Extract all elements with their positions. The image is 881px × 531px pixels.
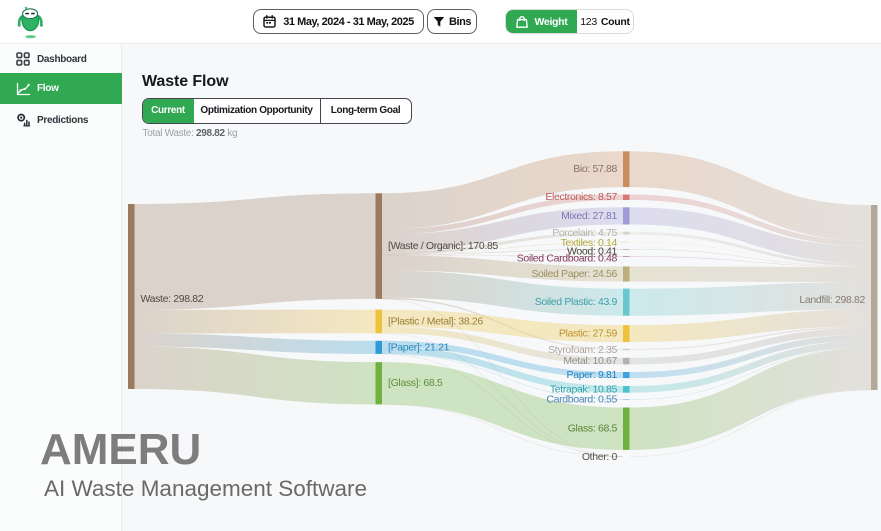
- svg-text:Styrofoam: 2.35: Styrofoam: 2.35: [548, 344, 617, 356]
- svg-text:Bio: 57.88: Bio: 57.88: [573, 163, 617, 175]
- svg-text:Porcelain: 4.75: Porcelain: 4.75: [552, 227, 617, 239]
- svg-text:Cardboard: 0.55: Cardboard: 0.55: [546, 394, 617, 406]
- svg-text:[Plastic / Metal]: 38.26: [Plastic / Metal]: 38.26: [388, 316, 483, 328]
- svg-text:[Paper]: 21.21: [Paper]: 21.21: [388, 341, 450, 353]
- svg-text:Glass: 68.5: Glass: 68.5: [568, 423, 618, 435]
- svg-text:Metal: 10.67: Metal: 10.67: [563, 355, 617, 367]
- svg-text:Soiled Plastic: 43.9: Soiled Plastic: 43.9: [535, 296, 618, 308]
- svg-text:Plastic: 27.59: Plastic: 27.59: [559, 328, 618, 340]
- svg-text:[Glass]: 68.5: [Glass]: 68.5: [388, 377, 443, 389]
- svg-text:Soiled Cardboard: 0.48: Soiled Cardboard: 0.48: [517, 253, 618, 265]
- svg-text:Electronics: 8.57: Electronics: 8.57: [545, 191, 617, 203]
- svg-text:Textiles: 0.14: Textiles: 0.14: [561, 237, 618, 249]
- svg-text:Waste: 298.82: Waste: 298.82: [141, 293, 204, 305]
- svg-text:Wood: 0.41: Wood: 0.41: [567, 245, 618, 257]
- svg-text:Tetrapak: 10.85: Tetrapak: 10.85: [550, 384, 618, 396]
- svg-text:Other: 0: Other: 0: [582, 451, 618, 463]
- svg-text:Soiled Paper: 24.56: Soiled Paper: 24.56: [531, 268, 617, 280]
- svg-text:Landfill: 298.82: Landfill: 298.82: [799, 294, 865, 306]
- svg-text:[Waste / Organic]: 170.85: [Waste / Organic]: 170.85: [388, 240, 498, 252]
- svg-text:Paper: 9.81: Paper: 9.81: [567, 369, 618, 381]
- svg-text:Mixed: 27.81: Mixed: 27.81: [561, 210, 617, 222]
